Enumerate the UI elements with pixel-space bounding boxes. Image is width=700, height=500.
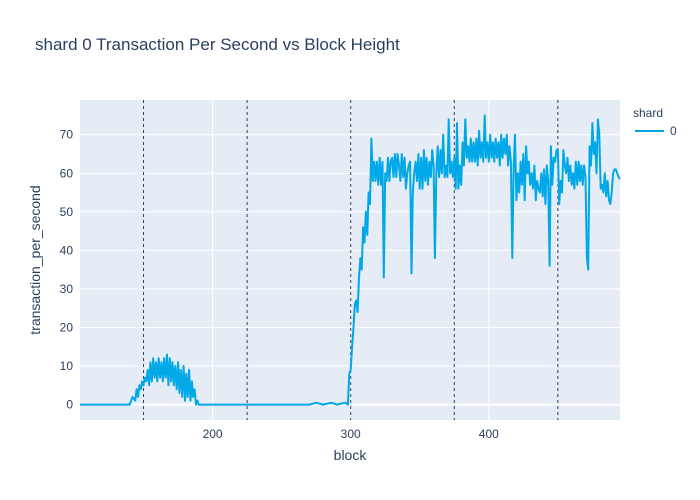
y-axis-ticks: 0 10 20 30 40 50 60 70: [60, 128, 74, 412]
y-tick-label: 50: [60, 205, 74, 219]
y-tick-label: 30: [60, 282, 74, 296]
series-line-0: [80, 114, 621, 406]
y-tick-label: 70: [60, 128, 74, 142]
y-tick-label: 40: [60, 243, 74, 257]
y-tick-label: 20: [60, 320, 74, 334]
legend-item-label: 0: [670, 124, 677, 138]
chart-title: shard 0 Transaction Per Second vs Block …: [35, 35, 400, 54]
x-tick-label: 200: [203, 427, 223, 441]
y-tick-label: 0: [66, 398, 73, 412]
x-tick-label: 400: [479, 427, 499, 441]
x-tick-label: 300: [341, 427, 361, 441]
x-axis-title: block: [334, 447, 368, 463]
y-tick-label: 10: [60, 359, 74, 373]
y-axis-title: transaction_per_second: [27, 185, 43, 334]
x-axis-ticks: 200 300 400: [203, 427, 500, 441]
legend-title: shard: [633, 106, 663, 120]
legend[interactable]: shard 0: [633, 106, 677, 138]
y-tick-label: 60: [60, 166, 74, 180]
series-layer: [80, 114, 621, 406]
